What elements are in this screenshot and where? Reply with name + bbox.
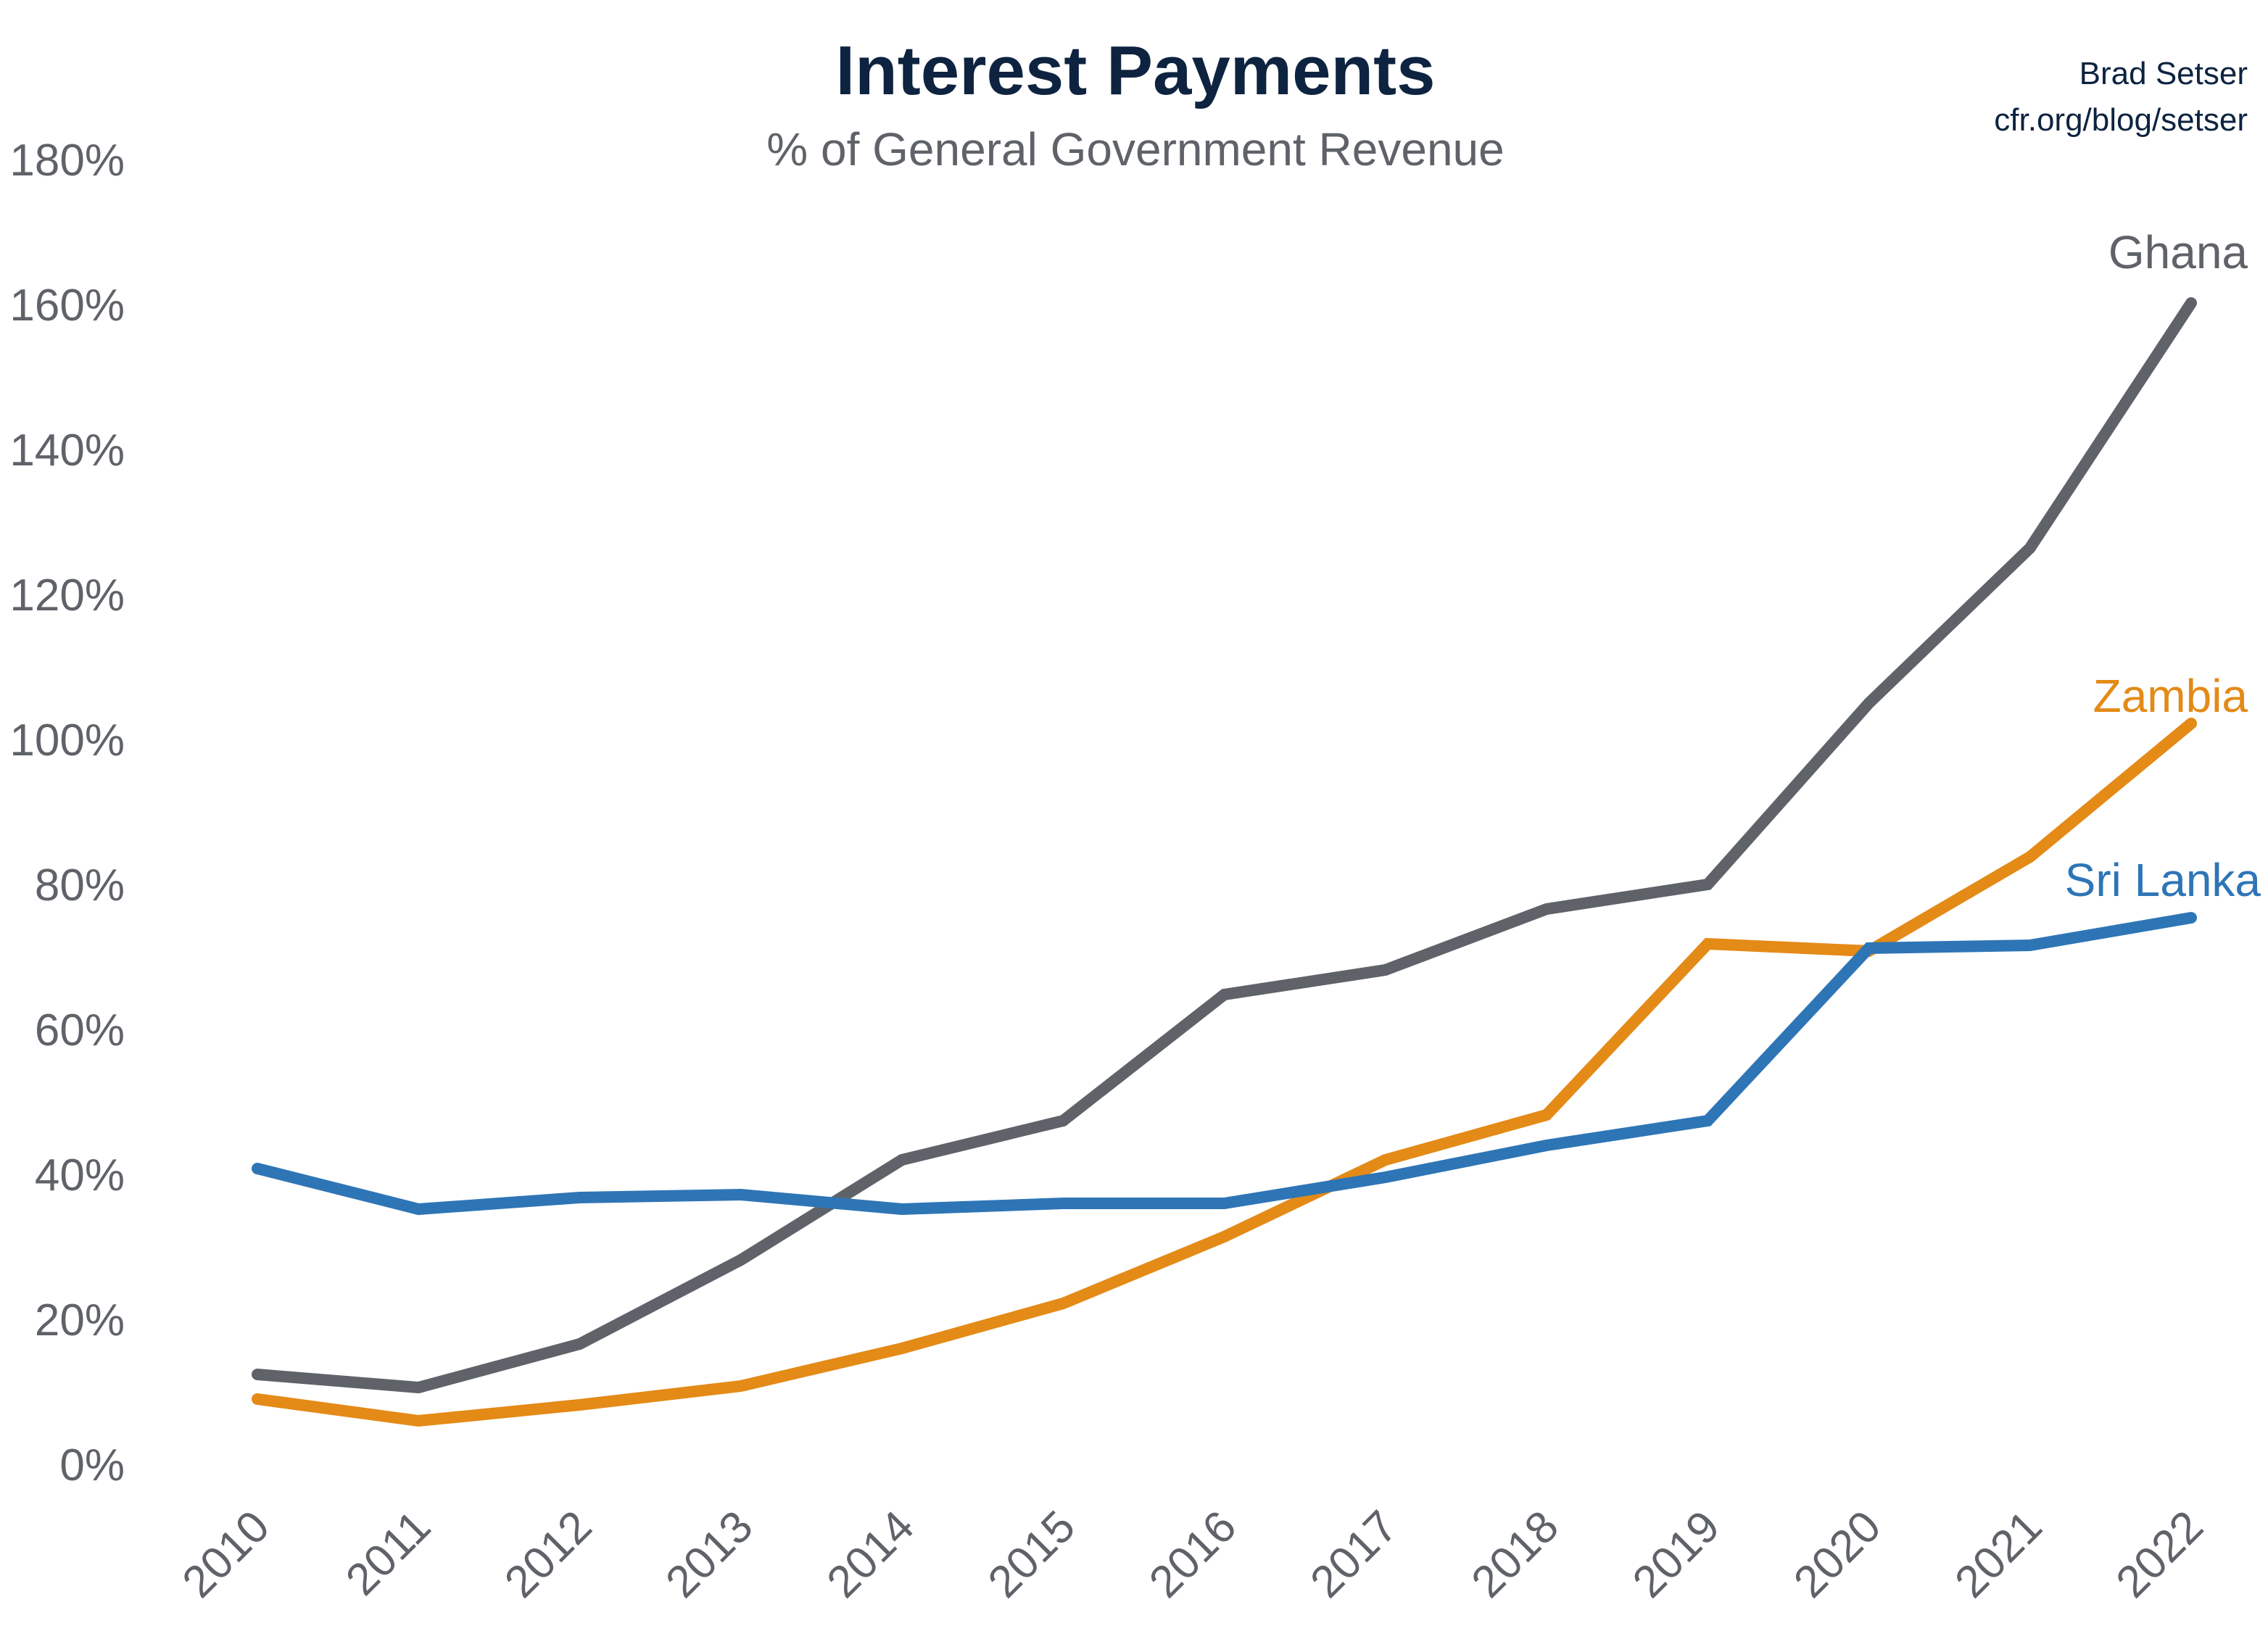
series-line-zambia: [252, 718, 2197, 1427]
x-tick-label: 2014: [818, 1501, 924, 1607]
series-line-sri-lanka: [252, 912, 2197, 1216]
x-tick-label: 2012: [495, 1501, 601, 1607]
x-tick-label: 2015: [979, 1501, 1085, 1607]
x-tick-label: 2019: [1623, 1501, 1729, 1607]
y-tick-label: 180%: [9, 136, 125, 186]
y-tick-label: 40%: [35, 1150, 125, 1200]
y-tick-label: 80%: [35, 860, 125, 910]
x-tick-label: 2010: [173, 1501, 279, 1607]
chart-title: Interest Payments: [835, 32, 1435, 109]
x-axis: 2010 2011 2012 2013 2014 2015 2016 2017 2018 2019…: [173, 1501, 2213, 1607]
y-tick-label: 100%: [9, 715, 125, 766]
credit-url: cfr.org/blog/setser: [1994, 102, 2248, 138]
series-label: Ghana: [2108, 226, 2248, 278]
plot-area: [252, 297, 2197, 1427]
x-tick-label: 2022: [2107, 1501, 2213, 1607]
x-tick-label: 2021: [1945, 1501, 2051, 1607]
y-tick-label: 20%: [35, 1295, 125, 1345]
y-tick-label: 140%: [9, 426, 125, 476]
x-tick-label: 2017: [1301, 1501, 1407, 1607]
x-tick-label: 2013: [656, 1501, 762, 1607]
series-line-ghana: [252, 297, 2197, 1394]
x-tick-label: 2011: [336, 1501, 440, 1605]
y-tick-label: 60%: [35, 1005, 125, 1055]
series-label: Zambia: [2093, 670, 2248, 722]
y-axis: 0% 20% 40% 60% 80% 100% 120% 140% 160% 180%: [9, 136, 125, 1490]
x-tick-label: 2016: [1140, 1501, 1246, 1607]
y-tick-label: 0%: [59, 1440, 125, 1490]
x-tick-label: 2018: [1462, 1501, 1568, 1607]
chart-subtitle: % of General Government Revenue: [766, 123, 1504, 175]
credit-author: Brad Setser: [2079, 56, 2248, 91]
y-tick-label: 120%: [9, 571, 125, 621]
y-tick-label: 160%: [9, 281, 125, 331]
series-labels: Ghana Zambia Sri Lanka: [2065, 226, 2261, 906]
x-tick-label: 2020: [1784, 1501, 1890, 1607]
series-label: Sri Lanka: [2065, 854, 2261, 906]
